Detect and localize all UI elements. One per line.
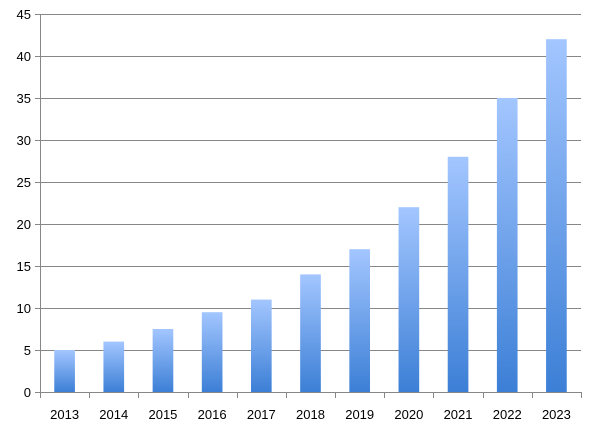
x-tick-label: 2022 [493, 407, 522, 422]
y-tick-label: 10 [17, 301, 31, 316]
bar-2019 [349, 249, 371, 392]
x-tick-label: 2020 [394, 407, 423, 422]
x-axis [40, 392, 582, 398]
x-tick-label: 2018 [296, 407, 325, 422]
bar-2016 [201, 312, 223, 392]
bar-2014 [103, 341, 125, 392]
bar-2020 [398, 207, 420, 392]
bar-2018 [300, 274, 321, 392]
bar-2013 [54, 350, 75, 392]
y-tick-label: 25 [17, 175, 31, 190]
x-tick-label: 2014 [99, 407, 128, 422]
y-tick-label: 30 [17, 133, 31, 148]
bar-2017 [250, 299, 272, 392]
x-tick-label: 2013 [50, 407, 79, 422]
bar-2015 [152, 329, 174, 392]
y-axis-tick-labels: 0 5 10 15 20 25 30 35 40 45 [17, 7, 31, 400]
y-tick-label: 0 [24, 385, 31, 400]
y-tick-label: 35 [17, 91, 31, 106]
bar-2023 [546, 39, 567, 392]
y-tick-label: 45 [17, 7, 31, 22]
y-tick-label: 40 [17, 49, 31, 64]
x-tick-label: 2015 [148, 407, 177, 422]
bar-2021 [447, 156, 469, 392]
bars [54, 39, 567, 392]
y-tick-label: 20 [17, 217, 31, 232]
bar-2022 [496, 98, 518, 392]
x-tick-label: 2019 [345, 407, 374, 422]
x-tick-label: 2016 [198, 407, 227, 422]
gridlines [35, 14, 581, 393]
y-tick-label: 5 [24, 343, 31, 358]
x-tick-label: 2021 [444, 407, 473, 422]
x-tick-label: 2023 [542, 407, 571, 422]
x-tick-label: 2017 [247, 407, 276, 422]
y-tick-label: 15 [17, 259, 31, 274]
x-axis-tick-labels: 2013 2014 2015 2016 2017 2018 2019 2020 2021 2022… [50, 407, 571, 422]
